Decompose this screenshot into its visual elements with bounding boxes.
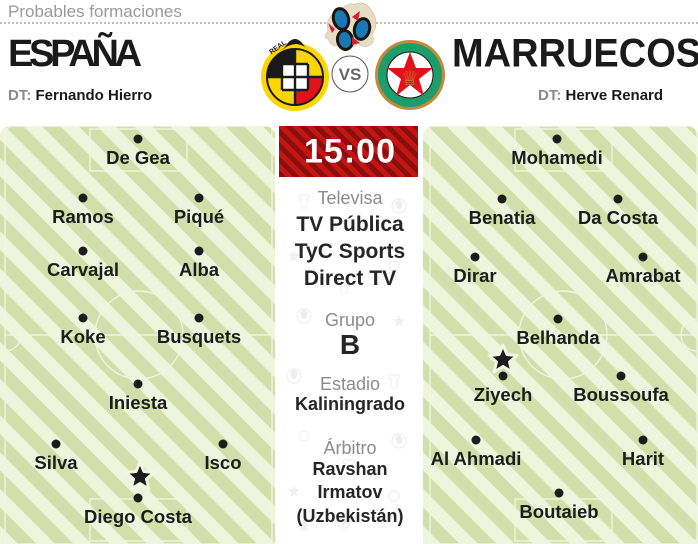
svg-text:♕: ♕ xyxy=(401,68,419,90)
svg-text:VS: VS xyxy=(339,65,362,84)
